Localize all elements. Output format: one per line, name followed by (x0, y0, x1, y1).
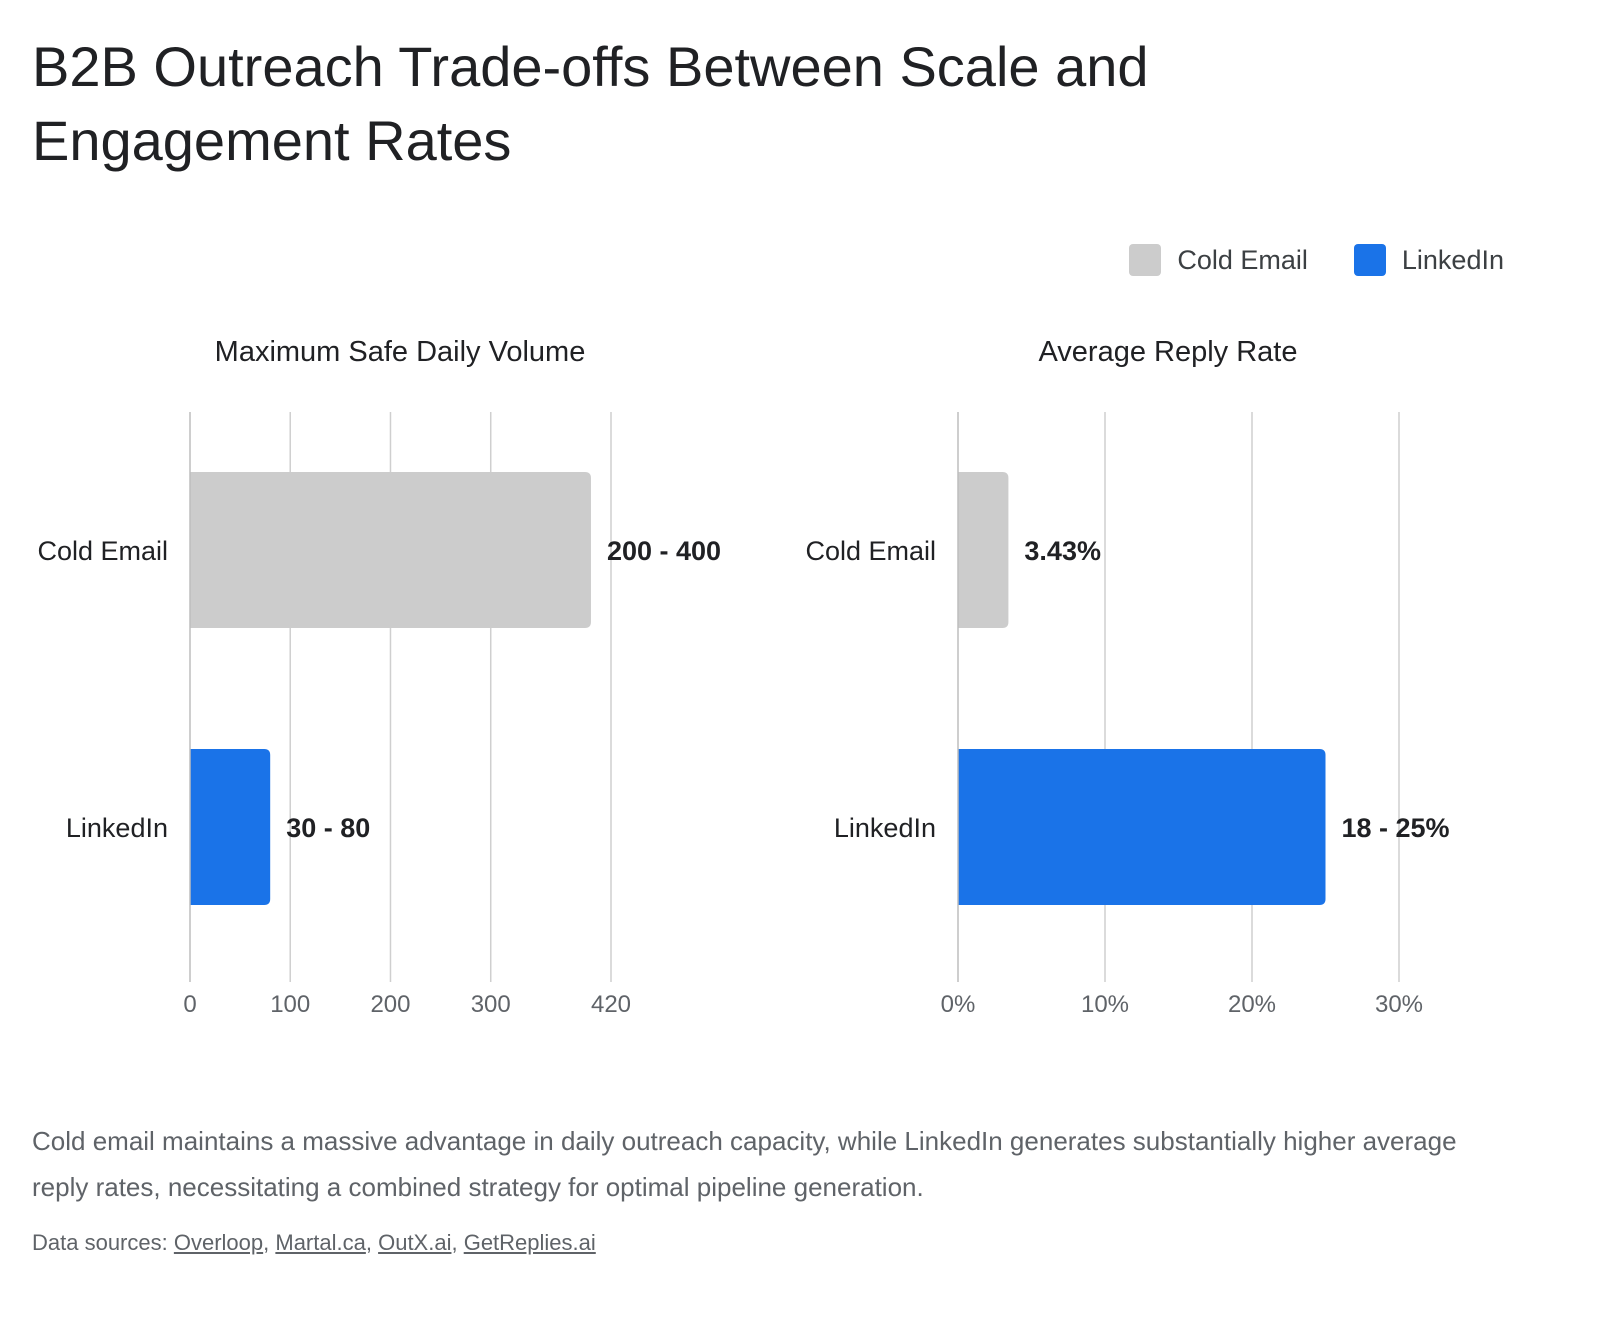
chart-2-category-label-cold-email: Cold Email (805, 536, 936, 566)
chart-1-tick-label-100: 100 (270, 991, 310, 1018)
chart-1-category-label-linkedin: LinkedIn (66, 813, 168, 843)
takeaway-text: Cold email maintains a massive advantage… (32, 1126, 1457, 1202)
chart-1-tick-label-200: 200 (370, 991, 410, 1018)
legend-item-linkedin: LinkedIn (1353, 244, 1504, 276)
chart-2-tick-label-0: 0% (941, 991, 976, 1018)
chart-1-data-label-cold-email: 200 - 400 (607, 536, 721, 566)
chart-1-category-label-cold-email: Cold Email (37, 536, 168, 566)
chart-2-tick-label-30: 30% (1375, 991, 1423, 1018)
charts-area: Maximum Safe Daily Volume Cold Email 200 -… (37, 336, 1450, 1018)
chart-2-tick-label-20: 20% (1228, 991, 1276, 1018)
chart-2-title: Average Reply Rate (1038, 336, 1297, 368)
chart-2-tick-label-10: 10% (1081, 991, 1129, 1018)
chart-2-bar-linkedin (958, 749, 1326, 905)
chart-1-tick-label-300: 300 (471, 991, 511, 1018)
chart-2-data-label-linkedin: 18 - 25% (1342, 813, 1450, 843)
legend-label-linkedin: LinkedIn (1401, 244, 1504, 275)
chart-1-tick-label-420: 420 (591, 991, 631, 1018)
chart-2-category-label-linkedin: LinkedIn (834, 813, 936, 843)
source-link-martal[interactable]: Martal.ca (275, 1230, 366, 1255)
chart-title: B2B Outreach Trade-offs Between Scale an… (32, 35, 1149, 172)
legend-label-cold-email: Cold Email (1177, 244, 1308, 275)
data-sources-label: Data sources: (32, 1230, 168, 1255)
chart-1-data-label-linkedin: 30 - 80 (286, 813, 370, 843)
source-link-overloop[interactable]: Overloop (173, 1230, 264, 1255)
chart-1-title: Maximum Safe Daily Volume (215, 336, 586, 368)
chart-1-bar-cold-email (190, 472, 591, 628)
legend-item-cold-email: Cold Email (1129, 244, 1308, 276)
chart-1-tick-label-0: 0 (183, 991, 196, 1018)
data-sources: Data sources: Overloop, Martal.ca, OutX.… (32, 1230, 596, 1255)
chart-2-bar-cold-email (958, 472, 1009, 628)
legend: Cold Email LinkedIn (1129, 244, 1504, 276)
source-link-getreplies[interactable]: GetReplies.ai (463, 1230, 596, 1255)
source-link-outx[interactable]: OutX.ai (378, 1230, 452, 1255)
chart-2-data-label-cold-email: 3.43% (1024, 536, 1101, 566)
legend-swatch-linkedin (1353, 244, 1386, 276)
chart-1-bar-linkedin (190, 749, 271, 905)
legend-swatch-cold-email (1129, 244, 1162, 276)
